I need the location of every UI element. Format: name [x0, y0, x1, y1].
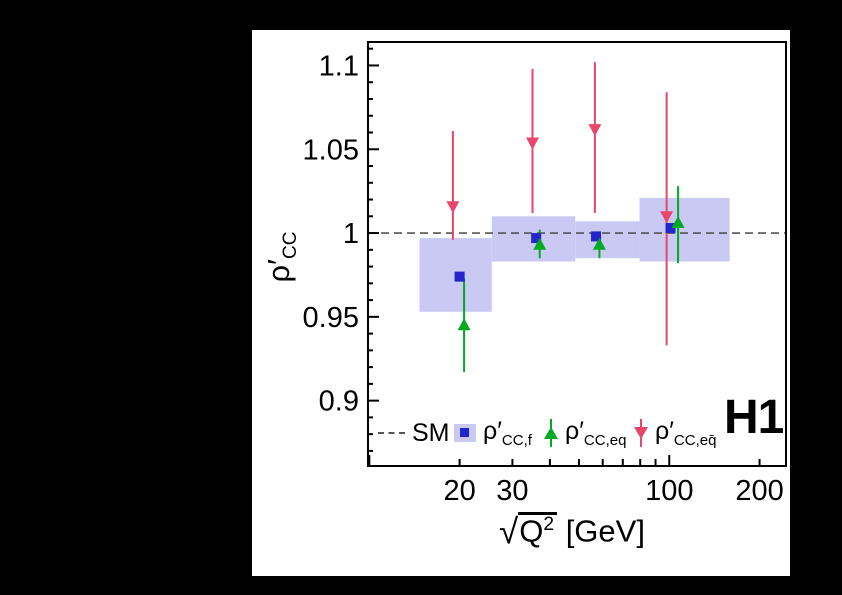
- sm-dashed-line-swatch: [378, 432, 405, 434]
- x-tick-label: 30: [496, 475, 528, 507]
- data-point-triangle-down: [588, 124, 602, 137]
- data-point-square: [531, 233, 542, 244]
- x-tick-label: 20: [443, 475, 475, 507]
- legend-item-rho-cc-eqbar: ρ′CC,eq̄: [634, 416, 716, 450]
- legend-item-rho-cc-eq: ρ′CC,eq: [544, 416, 626, 450]
- x-axis-label-base: Q: [519, 513, 544, 549]
- x-axis-label: √Q2 [GeV]: [434, 512, 710, 552]
- data-point-triangle-down: [660, 211, 674, 224]
- legend: SM ρ′CC,f ρ′CC,eq ρ′CC,eq̄: [252, 416, 790, 456]
- uncertainty-band: [575, 221, 640, 259]
- figure-panel: 20 30 100 200 0.9 0.95 1 1.05 1.1 ρ′CC √Q2 [GeV]…: [252, 30, 790, 576]
- data-point-triangle-down: [526, 137, 540, 150]
- y-tick-label: 1.1: [319, 50, 359, 82]
- data-point-square: [591, 231, 602, 242]
- triangle-up-icon: [544, 427, 558, 439]
- x-axis-label-radicand: Q2: [518, 512, 558, 549]
- y-axis-label: ρ′CC: [261, 191, 303, 323]
- data-point-triangle-up: [457, 318, 471, 331]
- triangle-down-swatch: [634, 419, 648, 447]
- y-axis-label-sub: CC: [280, 231, 302, 259]
- x-axis-label-unit: [GeV]: [557, 513, 645, 549]
- triangle-down-icon: [634, 427, 648, 439]
- experiment-label: H1: [724, 391, 784, 444]
- x-tick-label: 200: [735, 475, 783, 507]
- data-point-triangle-up: [671, 215, 685, 228]
- data-point-triangle-up: [533, 237, 547, 250]
- data-point-triangle-up: [592, 237, 606, 250]
- legend-label-rho-cc-eqbar: ρ′CC,eq̄: [655, 417, 717, 449]
- triangle-up-swatch: [544, 419, 558, 447]
- y-tick-label: 1.05: [303, 134, 359, 166]
- data-point-square: [665, 223, 676, 234]
- y-axis-label-main: ρ′: [261, 259, 296, 283]
- x-tick-label: 100: [645, 475, 693, 507]
- y-tick-label: 0.95: [303, 302, 359, 334]
- legend-label-rho-cc-eq: ρ′CC,eq: [565, 417, 627, 449]
- y-tick-label: 0.9: [319, 386, 359, 418]
- legend-label-sm: SM: [412, 418, 450, 447]
- plot-frame: [367, 41, 787, 467]
- y-tick-label: 1: [343, 218, 359, 250]
- data-point-square: [454, 271, 465, 282]
- plot-svg: 20 30 100 200 0.9 0.95 1 1.05 1.1: [303, 41, 787, 507]
- data-point-triangle-down: [446, 201, 460, 214]
- legend-label-rho-cc-f: ρ′CC,f: [483, 417, 532, 449]
- uncertainty-band: [639, 197, 730, 262]
- legend-item-rho-cc-f: ρ′CC,f: [454, 416, 532, 450]
- x-axis-label-exponent: 2: [543, 514, 555, 535]
- uncertainty-band-swatch: [454, 424, 476, 442]
- legend-item-sm: SM: [378, 416, 450, 450]
- square-marker-icon: [460, 428, 469, 437]
- sqrt-icon: √: [499, 512, 519, 552]
